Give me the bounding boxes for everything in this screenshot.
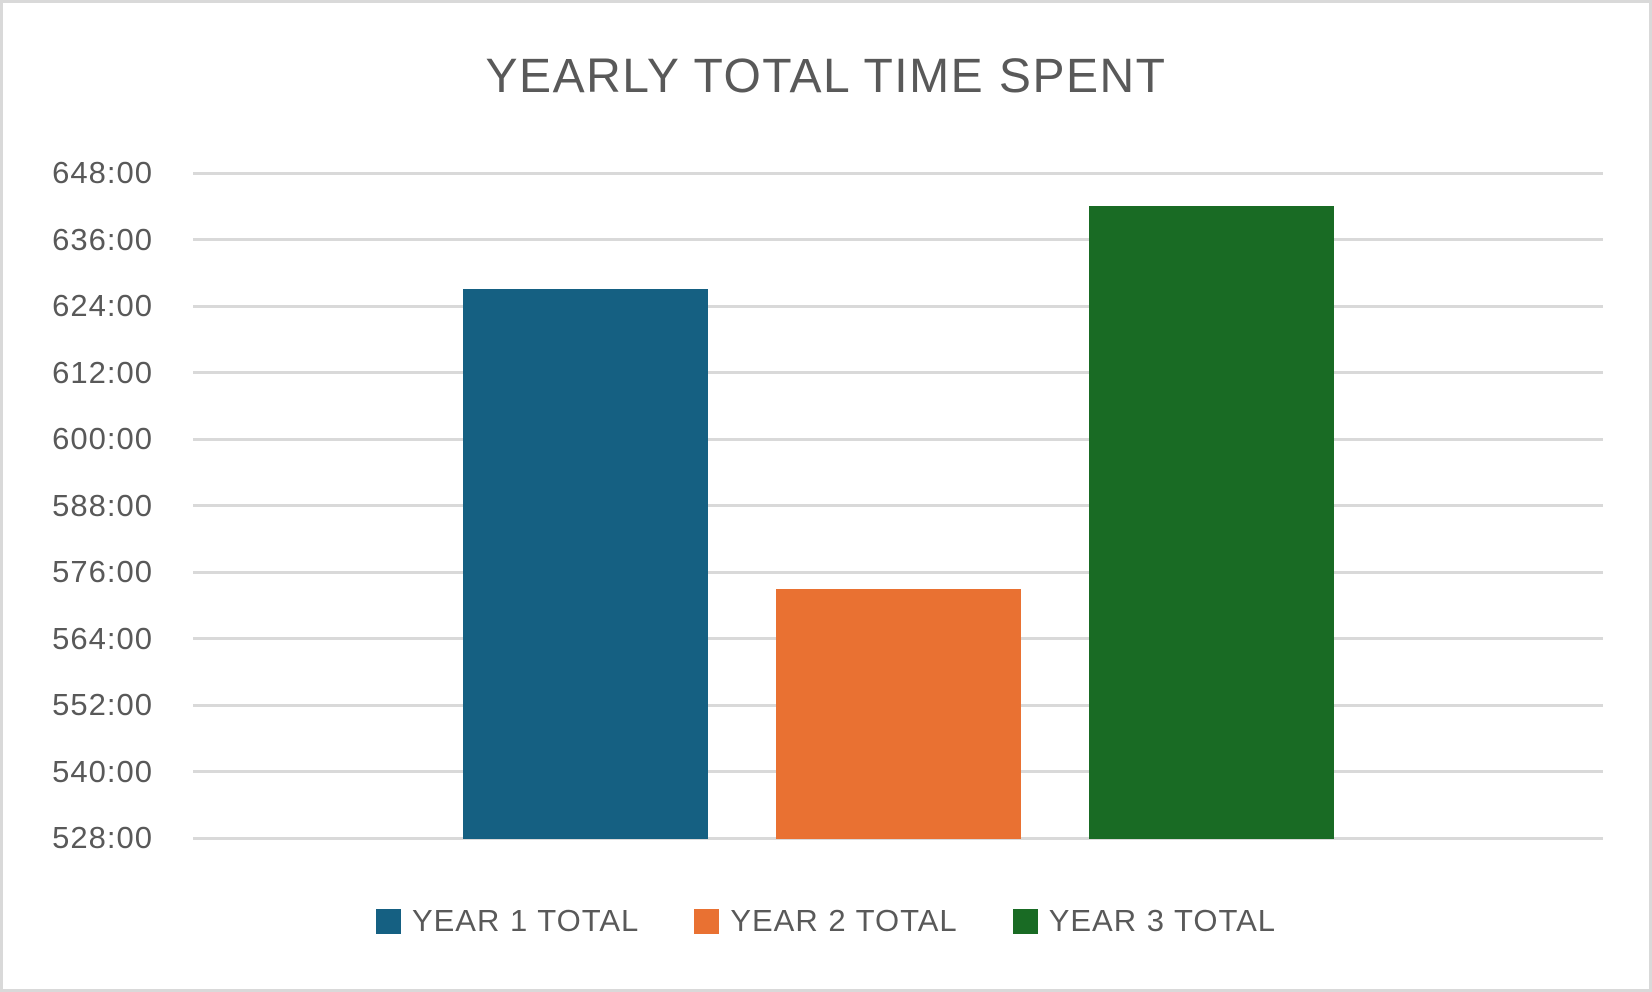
bar-year-1-total[interactable] [463, 289, 708, 839]
gridline [193, 437, 1603, 441]
y-axis-tick-label: 564:00 [52, 620, 153, 656]
gridline [193, 171, 1603, 175]
bar-year-2-total[interactable] [776, 588, 1021, 839]
gridline [193, 238, 1603, 241]
legend-item-year-3[interactable]: YEAR 3 TOTAL [1012, 901, 1277, 941]
y-axis-tick-label: 552:00 [52, 687, 153, 722]
bar-year-3-total[interactable] [1089, 206, 1334, 839]
legend-swatch-icon [375, 908, 401, 934]
y-axis-tick-label: 528:00 [52, 820, 153, 855]
legend-swatch-icon [694, 908, 720, 934]
legend-label: YEAR 2 TOTAL [730, 903, 958, 938]
y-axis-tick-label: 600:00 [52, 421, 153, 456]
y-axis-tick-label: 612:00 [52, 354, 153, 390]
y-axis-tick-label: 636:00 [52, 221, 153, 257]
legend-label: YEAR 3 TOTAL [1048, 903, 1277, 938]
legend-item-year-2[interactable]: YEAR 2 TOTAL [694, 901, 957, 941]
legend-label: YEAR 1 TOTAL [411, 903, 640, 938]
legend: YEAR 1 TOTAL YEAR 2 TOTAL YEAR 3 TOTAL [3, 901, 1649, 941]
gridline [193, 570, 1603, 574]
legend-item-year-1[interactable]: YEAR 1 TOTAL [375, 901, 640, 941]
gridline [193, 504, 1603, 507]
y-axis-tick-label: 540:00 [52, 753, 153, 789]
gridline [193, 304, 1603, 308]
legend-swatch-icon [1012, 908, 1038, 934]
y-axis-tick-label: 624:00 [52, 288, 153, 323]
chart-title: YEARLY TOTAL TIME SPENT [485, 50, 1167, 103]
y-axis-tick-label: 588:00 [52, 487, 153, 523]
gridline [193, 371, 1603, 374]
y-axis-tick-label: 648:00 [52, 155, 153, 190]
y-axis-tick-label: 576:00 [52, 554, 153, 589]
